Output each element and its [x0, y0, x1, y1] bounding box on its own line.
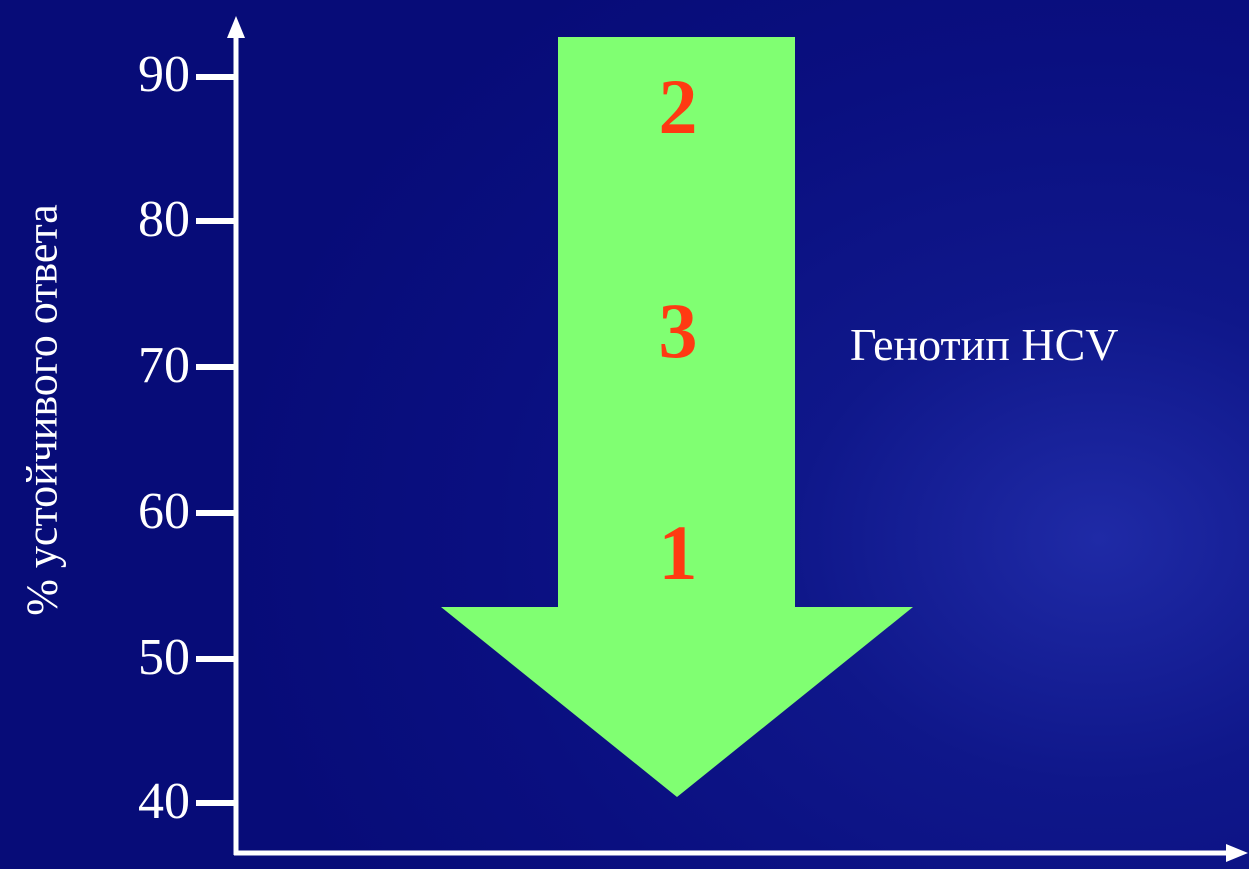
y-tick-label-80: 80 [138, 191, 190, 248]
y-tick-label-50: 50 [138, 629, 190, 686]
y-tick-label-40: 40 [138, 773, 190, 830]
y-axis-label: % устойчивого ответа [17, 204, 67, 616]
down-arrow-shape [441, 37, 913, 797]
genotype-number-3: 3 [658, 287, 698, 374]
genotype-hcv-label: Генотип HCV [850, 319, 1119, 370]
y-tick-label-70: 70 [138, 337, 190, 394]
x-axis-arrowhead [1226, 844, 1248, 862]
genotype-number-2: 2 [658, 63, 698, 150]
genotype-number-1: 1 [658, 509, 698, 596]
y-tick-label-90: 90 [138, 46, 190, 103]
y-tick-label-60: 60 [138, 483, 190, 540]
y-axis-arrowhead [227, 16, 245, 38]
